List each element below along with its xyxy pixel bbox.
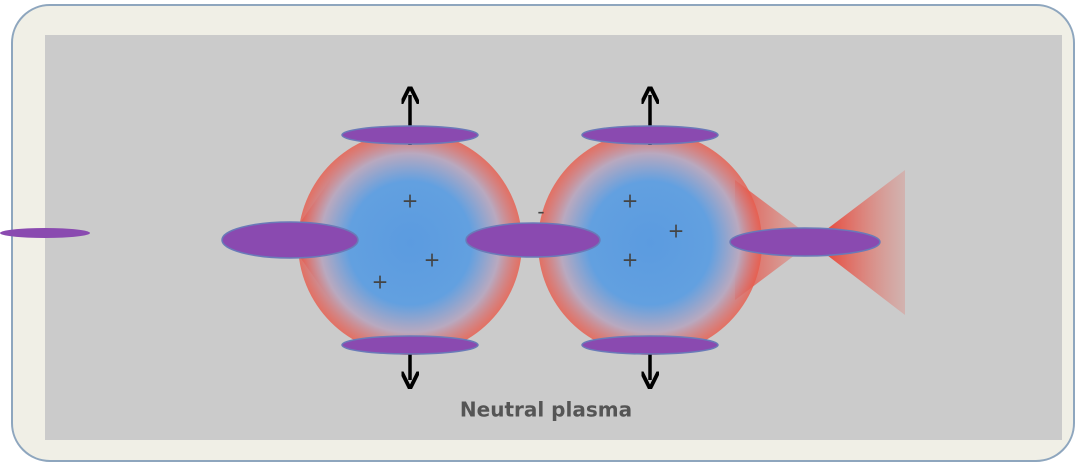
electron-bunch: [581, 125, 719, 145]
bubble: [538, 131, 762, 355]
electron-bunch: [341, 125, 479, 145]
laser-pulse: [729, 227, 881, 257]
charge: +: [622, 189, 639, 213]
bubble: [298, 131, 522, 355]
caption: Neutral plasma: [460, 398, 632, 422]
charge: +: [372, 270, 389, 294]
electron-bunch: [341, 335, 479, 355]
charge: -: [537, 200, 544, 224]
electron-bunch: [581, 335, 719, 355]
laser-pulse: [221, 221, 359, 259]
charge: +: [668, 219, 685, 243]
charge: +: [424, 248, 441, 272]
charge: +: [402, 189, 419, 213]
laser-pulse: [465, 222, 601, 258]
incoming-beam: [0, 228, 90, 238]
charge: +: [622, 248, 639, 272]
